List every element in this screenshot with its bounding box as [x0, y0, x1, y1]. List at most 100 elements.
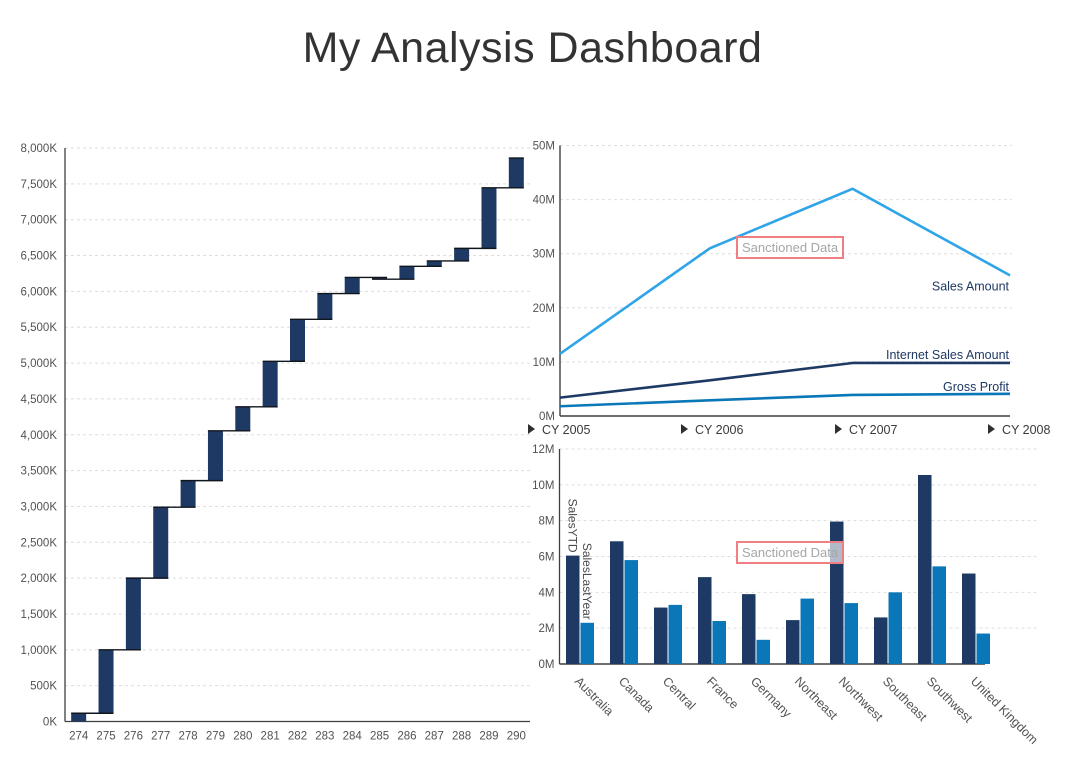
waterfall-bar-280[interactable] [235, 406, 251, 431]
waterfall-bar-277[interactable] [153, 507, 169, 579]
bar-salesytd-northeast[interactable] [786, 620, 800, 664]
x-tick-label: 286 [397, 731, 416, 743]
x-category-label: Northeast [792, 674, 841, 723]
waterfall-bar-274[interactable] [71, 713, 87, 722]
y-tick-label: 5,500K [21, 322, 58, 334]
y-tick-label: 0K [43, 717, 57, 729]
bar-chart[interactable]: 0M 2M 4M 6M 8M 10M 12M Australia Canada Central Fr… [525, 440, 1065, 762]
bar-salesytd-southeast[interactable] [874, 617, 888, 664]
x-tick-label: 281 [261, 731, 280, 743]
waterfall-bar-289[interactable] [481, 187, 497, 249]
waterfall-bar-282[interactable] [290, 319, 305, 362]
y-tick-label: 4,500K [21, 394, 58, 406]
bar-saleslastyear-canada[interactable] [624, 560, 639, 664]
waterfall-bar-283[interactable] [317, 293, 333, 320]
x-tick-label: 285 [370, 731, 389, 743]
axis-item-cy-2008[interactable]: CY 2008 [988, 423, 1050, 437]
bar-saleslastyear-central[interactable] [668, 604, 683, 664]
x-tick-label: 274 [69, 731, 89, 743]
x-category-label: France [704, 674, 741, 711]
x-axis-label: CY 2007 [849, 423, 897, 437]
line-svg: 0M 10M 20M 30M 40M 50M Sales Amount Internet Sa… [528, 141, 1050, 437]
bar-salesytd-central[interactable] [654, 607, 668, 664]
y-tick-label: 50M [533, 141, 555, 153]
y-tick-label: 500K [30, 681, 57, 693]
series-label-gross-profit: Gross Profit [943, 380, 1010, 394]
waterfall-bar-275[interactable] [98, 649, 114, 714]
bar-saleslastyear-northeast[interactable] [800, 598, 815, 664]
axis-item-cy-2005[interactable]: CY 2005 [528, 423, 590, 437]
y-tick-label: 20M [533, 303, 555, 315]
x-tick-label: 279 [206, 731, 225, 743]
waterfall-bar-279[interactable] [207, 430, 223, 481]
bar-saleslastyear-france[interactable] [712, 621, 727, 664]
bar-salesytd-united-kingdom[interactable] [962, 573, 976, 664]
bar-saleslastyear-southeast[interactable] [888, 592, 903, 664]
x-axis-label: CY 2006 [695, 423, 743, 437]
expand-arrow-icon[interactable] [988, 424, 995, 434]
sanctioned-data-badge: Sanctioned Data [736, 541, 845, 564]
x-tick-label: 280 [233, 731, 252, 743]
y-tick-label: 7,000K [21, 215, 58, 227]
y-tick-label: 6M [539, 552, 555, 564]
waterfall-svg: 0K 500K 1,000K 1,500K 2,000K 2,500K 3,000K 3,50… [21, 143, 530, 743]
x-axis-label: CY 2005 [542, 423, 590, 437]
y-tick-label: 12M [532, 444, 554, 456]
y-tick-label: 30M [533, 249, 555, 261]
x-category-label: Northwest [836, 674, 886, 724]
bar-saleslastyear-southwest[interactable] [932, 566, 947, 664]
bar-saleslastyear-australia[interactable] [580, 622, 595, 664]
line-chart[interactable]: 0M 10M 20M 30M 40M 50M Sales Amount Internet Sa… [525, 133, 1065, 440]
y-tick-label: 40M [533, 195, 555, 207]
x-tick-label: 284 [343, 731, 363, 743]
sanctioned-data-badge: Sanctioned Data [736, 236, 845, 259]
series-label-salesytd: SalesYTD [566, 499, 580, 553]
waterfall-bar-285[interactable] [372, 277, 388, 280]
bar-salesytd-germany[interactable] [742, 594, 756, 664]
axis-item-cy-2006[interactable]: CY 2006 [681, 423, 743, 437]
expand-arrow-icon[interactable] [681, 424, 688, 434]
x-tick-label: 283 [315, 731, 334, 743]
x-tick-label: 275 [96, 731, 115, 743]
x-axis-label: CY 2008 [1002, 423, 1050, 437]
waterfall-chart[interactable]: 0K 500K 1,000K 1,500K 2,000K 2,500K 3,000K 3,50… [8, 133, 538, 748]
x-category-label: Central [660, 674, 698, 712]
waterfall-bar-284[interactable] [344, 277, 360, 294]
bar-saleslastyear-united-kingdom[interactable] [976, 633, 991, 664]
x-tick-label: 288 [452, 731, 471, 743]
y-tick-label: 2,500K [21, 537, 58, 549]
waterfall-bar-290[interactable] [508, 158, 524, 188]
bar-salesytd-france[interactable] [698, 577, 712, 664]
x-category-label: Canada [616, 674, 657, 715]
waterfall-bar-288[interactable] [454, 248, 470, 261]
waterfall-bar-281[interactable] [262, 361, 278, 407]
waterfall-bar-287[interactable] [426, 260, 442, 267]
y-tick-label: 1,500K [21, 609, 58, 621]
x-tick-label: 287 [425, 731, 444, 743]
x-category-label: Southeast [880, 674, 930, 724]
bar-salesytd-canada[interactable] [610, 541, 624, 664]
y-tick-label: 5,000K [21, 358, 58, 370]
axis-item-cy-2007[interactable]: CY 2007 [835, 423, 897, 437]
y-tick-label: 6,000K [21, 286, 58, 298]
expand-arrow-icon[interactable] [528, 424, 535, 434]
y-tick-label: 2,000K [21, 573, 58, 585]
x-category-label: Southwest [924, 674, 976, 726]
series-label-internet-sales-amount: Internet Sales Amount [886, 348, 1010, 362]
bar-saleslastyear-germany[interactable] [756, 639, 771, 664]
bar-salesytd-southwest[interactable] [918, 474, 932, 664]
y-tick-label: 2M [539, 623, 555, 635]
waterfall-bar-276[interactable] [125, 578, 141, 650]
waterfall-bar-286[interactable] [399, 266, 415, 280]
y-tick-label: 1,000K [21, 645, 58, 657]
waterfall-bar-278[interactable] [180, 480, 196, 508]
bar-salesytd-australia[interactable] [566, 555, 580, 664]
series-label-saleslastyear: SalesLastYear [580, 543, 594, 620]
y-tick-label: 10M [532, 480, 554, 492]
gross-profit-line [559, 392, 1011, 408]
x-tick-label: 289 [479, 731, 498, 743]
sales-amount-line [559, 187, 1011, 355]
y-tick-label: 0M [539, 411, 555, 423]
expand-arrow-icon[interactable] [835, 424, 842, 434]
bar-saleslastyear-northwest[interactable] [844, 603, 859, 664]
